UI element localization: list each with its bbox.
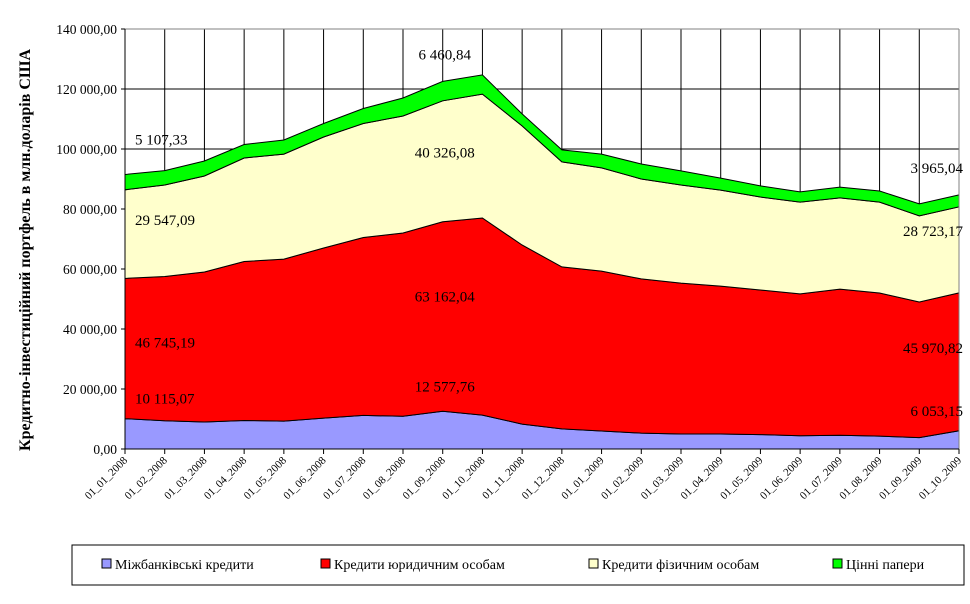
data-label: 28 723,17 <box>903 224 964 240</box>
data-labels: 5 107,33 29 547,09 46 745,19 10 115,07 6 460… <box>135 47 964 419</box>
legend-label: Кредити фізичним особам <box>602 558 759 573</box>
data-label: 3 965,04 <box>911 161 964 177</box>
legend-swatch <box>832 558 843 569</box>
legend-swatch <box>101 558 112 569</box>
legend-label: Кредити юридичним особам <box>334 558 505 573</box>
y-tick-label: 100 000,00 <box>56 142 117 157</box>
legend-item: Кредити фізичним особам <box>588 558 759 573</box>
legend: Міжбанківські кредити Кредити юридичним о… <box>71 544 965 586</box>
y-tick-label: 20 000,00 <box>63 382 117 397</box>
y-tick-label: 0,00 <box>93 442 117 457</box>
data-label: 6 053,15 <box>911 404 964 420</box>
y-tick-label: 140 000,00 <box>56 22 117 37</box>
legend-item: Міжбанківські кредити <box>101 558 254 573</box>
legend-label: Цінні папери <box>846 558 925 573</box>
data-label: 12 577,76 <box>415 379 476 395</box>
data-label: 6 460,84 <box>418 47 471 63</box>
legend-item: Цінні папери <box>832 558 925 573</box>
legend-item: Кредити юридичним особам <box>320 558 505 573</box>
x-tick-label: 01_10_2009 <box>917 454 965 502</box>
data-label: 63 162,04 <box>415 290 476 306</box>
y-axis-title: Кредитно-інвестиційний портфель в млн.до… <box>17 49 34 452</box>
data-label: 40 326,08 <box>415 145 475 161</box>
y-tick-label: 60 000,00 <box>63 262 117 277</box>
data-label: 45 970,82 <box>903 341 963 357</box>
legend-swatch <box>320 558 331 569</box>
data-label: 5 107,33 <box>135 132 188 148</box>
y-tick-label: 40 000,00 <box>63 322 117 337</box>
data-label: 29 547,09 <box>135 213 195 229</box>
areas-layer <box>124 74 960 450</box>
legend-swatch <box>588 558 599 569</box>
y-tick-label: 80 000,00 <box>63 202 117 217</box>
legend-label: Міжбанківські кредити <box>115 558 254 573</box>
data-label: 10 115,07 <box>135 392 195 408</box>
data-label: 46 745,19 <box>135 336 195 352</box>
y-tick-label: 120 000,00 <box>56 82 117 97</box>
